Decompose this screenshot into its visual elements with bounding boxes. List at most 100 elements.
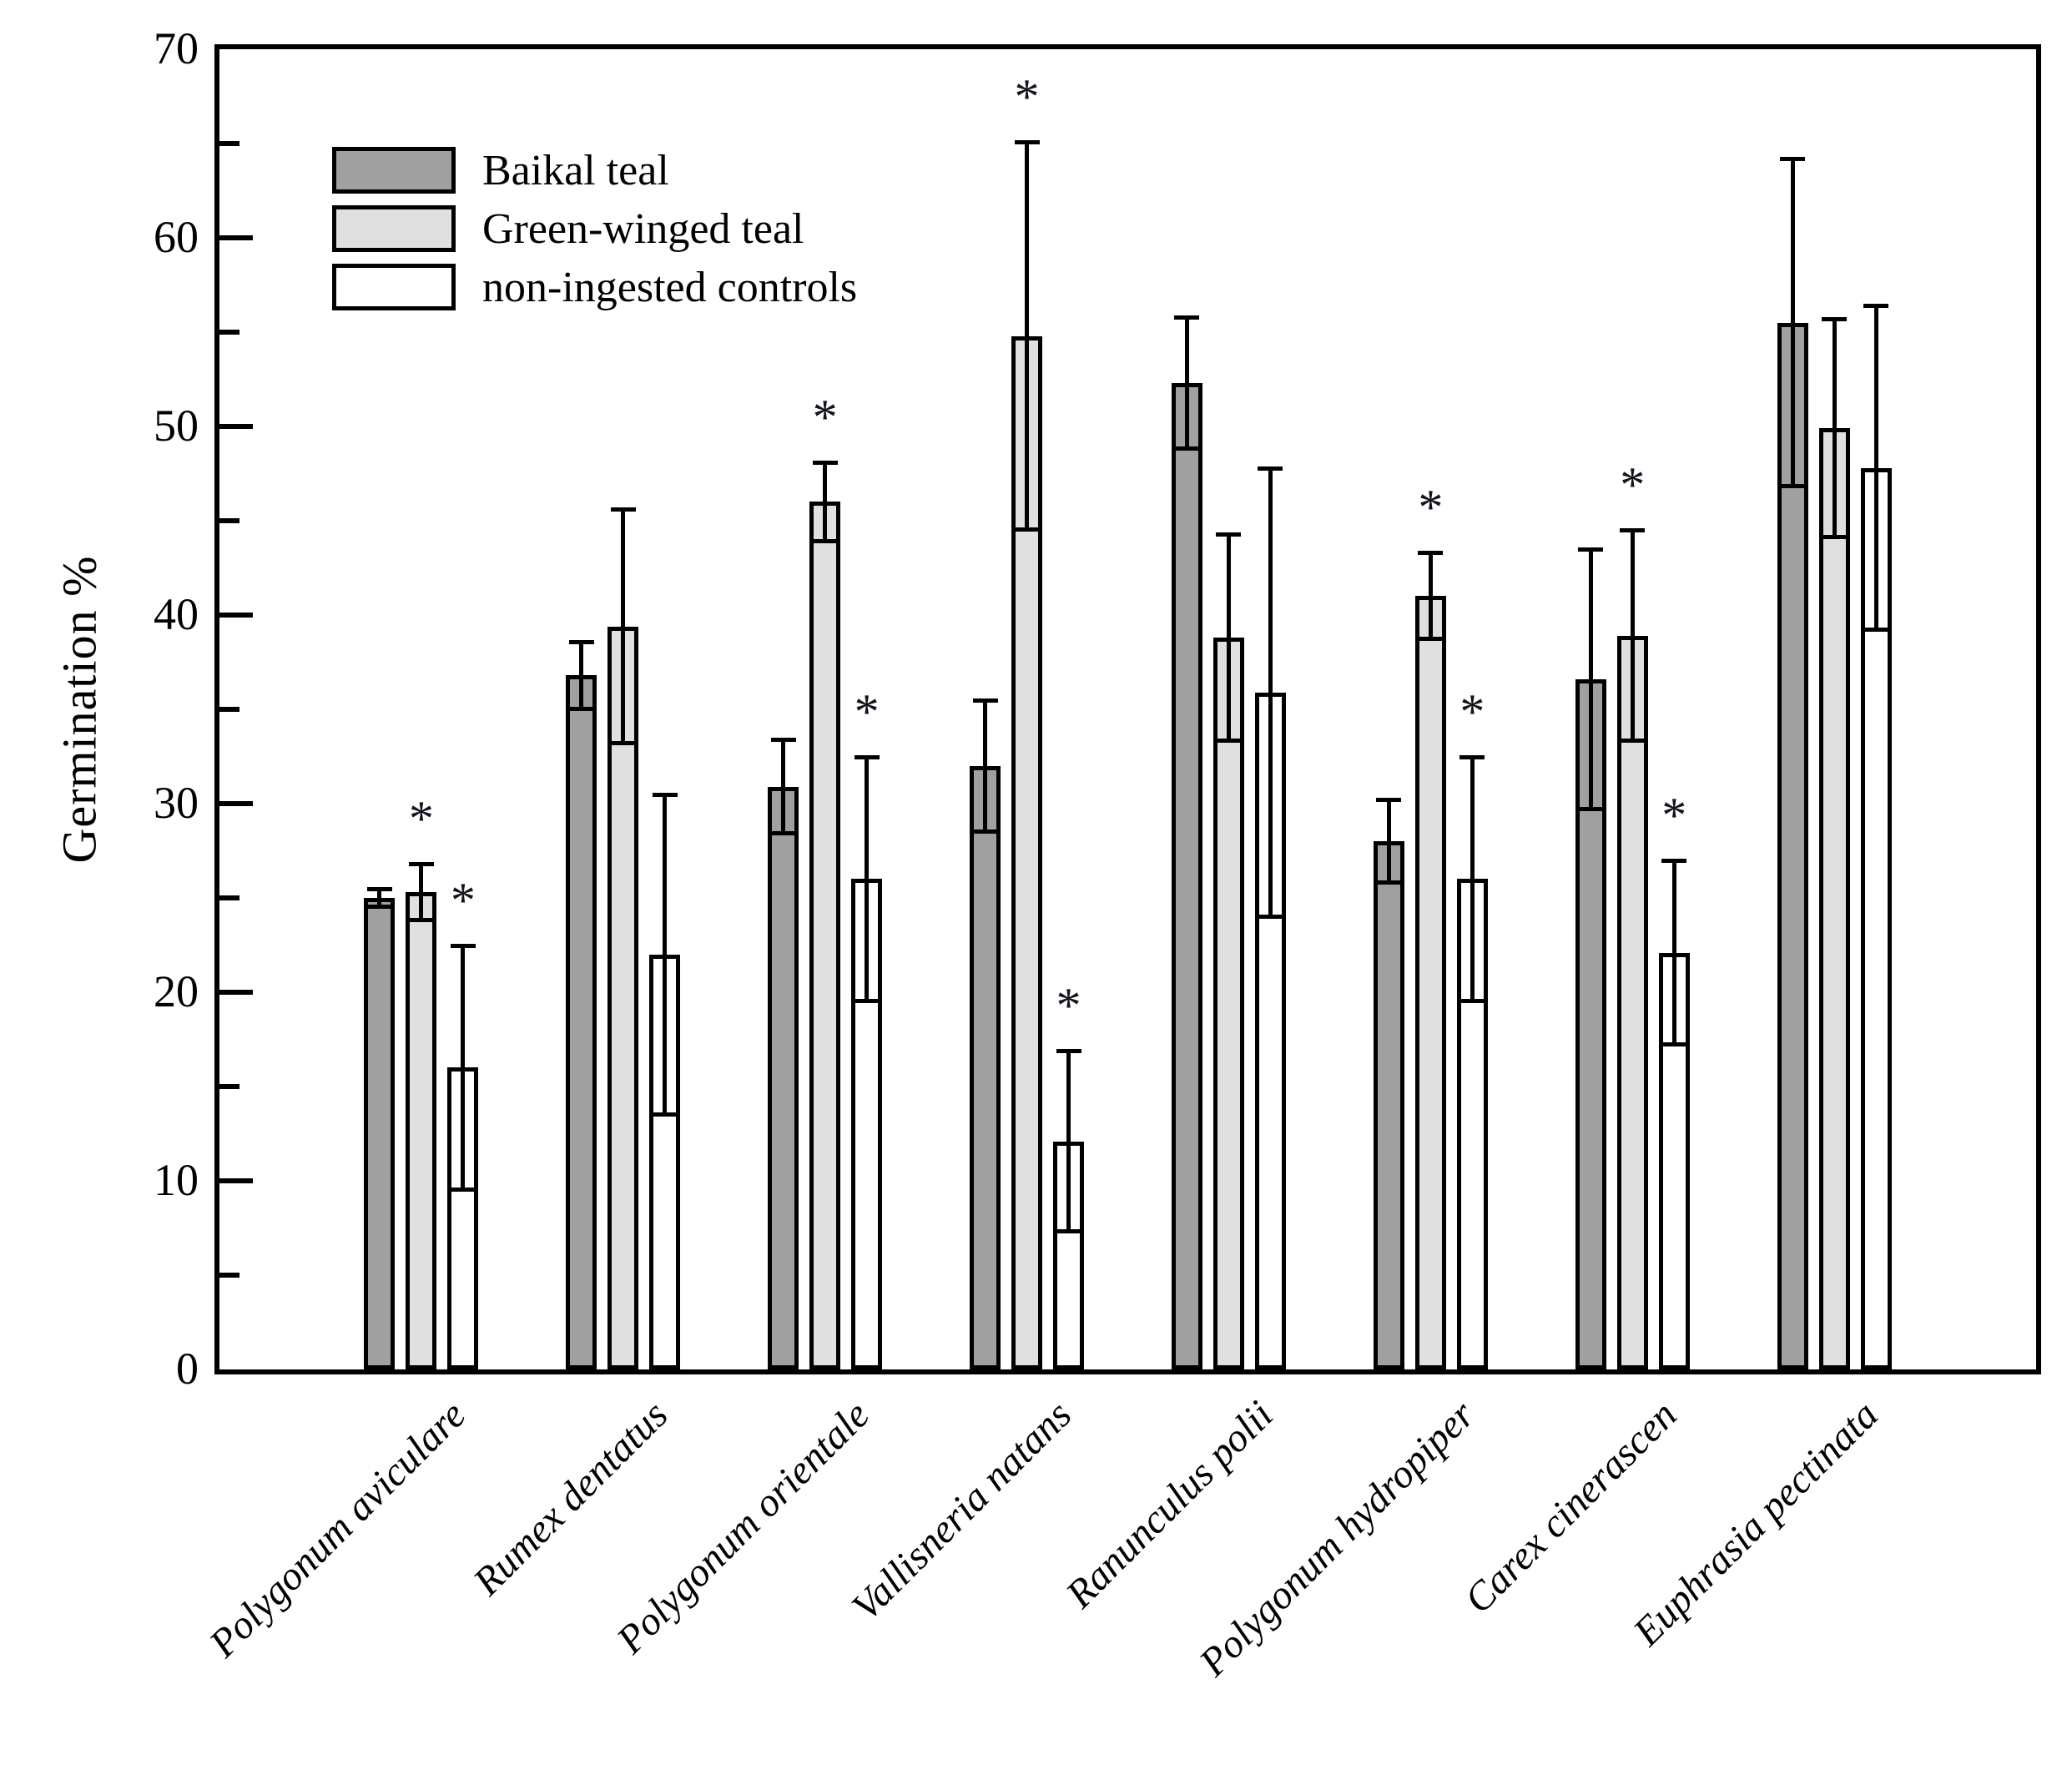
y-major-tick (219, 613, 253, 618)
bar (1616, 635, 1648, 1369)
error-bar (1428, 552, 1433, 640)
legend-row-non-ingested-controls: non-ingested controls (332, 258, 857, 316)
legend-swatch-green-winged-teal (332, 205, 456, 252)
bar (970, 765, 1001, 1369)
error-bar-top-cap (1216, 532, 1242, 537)
error-bar-top-cap (408, 862, 434, 867)
error-bar-bottom-cap (1216, 739, 1242, 744)
error-bar-bottom-cap (770, 831, 796, 836)
error-bar (1184, 316, 1189, 450)
error-bar (1226, 533, 1231, 742)
error-bar (1671, 860, 1676, 1046)
legend-label-non-ingested-controls: non-ingested controls (482, 263, 858, 311)
legend: Baikal teal Green-winged teal non-ingest… (332, 141, 857, 316)
error-bar-bottom-cap (812, 538, 838, 543)
error-bar-bottom-cap (1014, 527, 1040, 532)
bar (1777, 322, 1808, 1369)
y-tick-label: 0 (176, 1344, 199, 1394)
error-bar-top-cap (1780, 157, 1806, 162)
x-category-label: Polygonum aviculare (200, 1392, 475, 1667)
error-bar-bottom-cap (1258, 914, 1283, 919)
sig-asterisk: * (854, 683, 880, 739)
y-axis-title: Germination % (52, 555, 107, 864)
y-minor-tick (219, 1084, 239, 1089)
error-bar-top-cap (1578, 547, 1604, 552)
y-major-tick (219, 1178, 253, 1183)
error-bar (1832, 319, 1837, 538)
sig-asterisk: * (1661, 787, 1687, 843)
sig-asterisk: * (1056, 978, 1081, 1034)
error-bar-top-cap (1863, 304, 1889, 309)
x-category-label: Vallisneria natans (843, 1392, 1080, 1630)
error-bar (1386, 799, 1391, 883)
error-bar (579, 641, 584, 709)
sig-asterisk: * (1459, 683, 1485, 739)
legend-swatch-baikal-teal (332, 147, 456, 194)
bar (1414, 596, 1446, 1369)
legend-label-baikal-teal: Baikal teal (482, 146, 669, 194)
error-bar (1470, 756, 1475, 1002)
error-bar-top-cap (770, 738, 796, 743)
error-bar-top-cap (1014, 139, 1040, 144)
y-minor-tick (219, 1273, 239, 1278)
error-bar-top-cap (1174, 315, 1200, 320)
legend-label-green-winged-teal: Green-winged teal (482, 204, 804, 253)
error-bar-bottom-cap (972, 829, 998, 834)
sig-asterisk: * (408, 791, 434, 847)
error-bar-bottom-cap (1661, 1042, 1687, 1047)
error-bar-bottom-cap (610, 740, 636, 745)
error-bar-top-cap (1620, 528, 1646, 533)
error-bar-top-cap (812, 460, 838, 465)
y-major-tick (219, 235, 253, 240)
error-bar-top-cap (972, 698, 998, 703)
error-bar (823, 461, 828, 542)
legend-swatch-non-ingested-controls (332, 264, 456, 310)
y-minor-tick (219, 141, 239, 146)
bar (809, 502, 841, 1369)
plot-area: Baikal teal Green-winged teal non-ingest… (154, 23, 2041, 1394)
error-bar-top-cap (652, 792, 678, 797)
y-tick-label: 20 (154, 966, 199, 1016)
error-bar (1268, 467, 1273, 917)
bar (1254, 692, 1286, 1369)
error-bar-bottom-cap (450, 1188, 476, 1193)
error-bar (1588, 548, 1593, 809)
legend-row-baikal-teal: Baikal teal (332, 141, 857, 199)
y-minor-tick (219, 518, 239, 523)
sig-asterisk: * (1620, 457, 1646, 513)
y-major-tick (219, 424, 253, 429)
error-bar (781, 739, 786, 835)
error-bar-top-cap (854, 754, 880, 759)
y-minor-tick (219, 330, 239, 335)
sig-asterisk: * (450, 872, 476, 928)
x-category-label: Ranunculus polii (1057, 1392, 1282, 1617)
error-bar (377, 888, 382, 908)
bar (566, 675, 597, 1369)
error-bar-bottom-cap (1780, 484, 1806, 489)
error-bar-bottom-cap (1620, 739, 1646, 744)
error-bar (663, 794, 668, 1115)
error-bar (419, 864, 424, 921)
y-tick-label: 60 (154, 212, 199, 262)
error-bar-bottom-cap (1459, 999, 1485, 1004)
y-tick-label: 10 (154, 1155, 199, 1205)
x-category-label: Carex cinerascen (1455, 1392, 1686, 1622)
y-tick-label: 50 (154, 401, 199, 451)
y-minor-tick (219, 707, 239, 712)
error-bar-top-cap (1376, 798, 1402, 803)
y-tick-label: 70 (154, 23, 199, 73)
sig-asterisk: * (1418, 480, 1444, 536)
error-bar-top-cap (450, 943, 476, 948)
error-bar-top-cap (610, 507, 636, 512)
error-bar (461, 945, 466, 1191)
error-bar (1790, 159, 1795, 487)
error-bar-top-cap (1258, 466, 1283, 471)
bar (607, 626, 639, 1369)
error-bar-top-cap (1418, 551, 1444, 556)
y-major-tick (219, 990, 253, 995)
error-bar-bottom-cap (568, 707, 594, 711)
error-bar (1025, 141, 1030, 531)
error-bar-bottom-cap (1376, 880, 1402, 885)
error-bar-bottom-cap (1822, 535, 1848, 540)
